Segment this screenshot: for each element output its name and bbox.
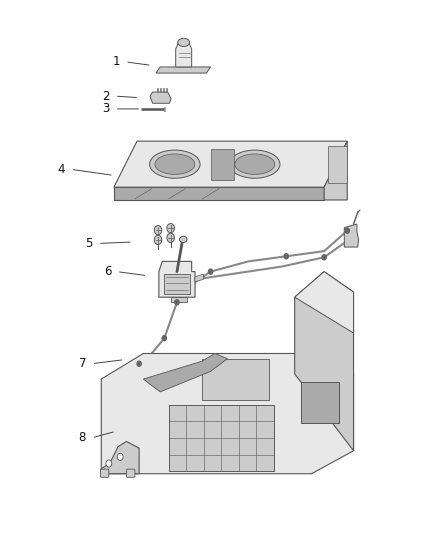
Text: 6: 6 xyxy=(104,265,111,278)
Polygon shape xyxy=(101,353,353,474)
Circle shape xyxy=(208,269,213,274)
Polygon shape xyxy=(328,146,347,183)
Polygon shape xyxy=(159,261,195,297)
Ellipse shape xyxy=(155,154,195,174)
Polygon shape xyxy=(164,274,190,294)
Circle shape xyxy=(167,223,174,233)
Polygon shape xyxy=(150,92,171,103)
Polygon shape xyxy=(295,272,353,333)
Text: 2: 2 xyxy=(102,90,109,103)
Polygon shape xyxy=(171,297,187,302)
Ellipse shape xyxy=(180,236,187,243)
Polygon shape xyxy=(114,141,347,187)
Circle shape xyxy=(167,233,174,243)
Polygon shape xyxy=(160,88,161,92)
Polygon shape xyxy=(162,88,164,92)
Polygon shape xyxy=(176,42,192,67)
Text: 8: 8 xyxy=(79,431,86,445)
Ellipse shape xyxy=(235,154,275,174)
Polygon shape xyxy=(169,405,274,471)
Circle shape xyxy=(106,460,112,467)
Circle shape xyxy=(322,255,326,260)
Text: 3: 3 xyxy=(102,102,109,116)
Polygon shape xyxy=(324,141,347,200)
Polygon shape xyxy=(166,88,167,92)
Polygon shape xyxy=(211,149,234,180)
Polygon shape xyxy=(301,382,339,423)
Polygon shape xyxy=(157,88,159,92)
Polygon shape xyxy=(295,272,353,451)
Circle shape xyxy=(284,254,288,259)
FancyBboxPatch shape xyxy=(100,469,109,478)
Circle shape xyxy=(345,228,350,233)
Polygon shape xyxy=(143,353,227,392)
Ellipse shape xyxy=(150,150,200,178)
Circle shape xyxy=(117,453,123,461)
Text: 5: 5 xyxy=(85,237,92,250)
Circle shape xyxy=(154,235,162,245)
Ellipse shape xyxy=(230,150,280,178)
Text: 4: 4 xyxy=(57,163,65,176)
Ellipse shape xyxy=(178,38,190,46)
Text: 7: 7 xyxy=(78,357,86,370)
Polygon shape xyxy=(202,359,269,400)
Polygon shape xyxy=(195,274,203,282)
Text: 1: 1 xyxy=(112,55,120,68)
Circle shape xyxy=(154,225,162,235)
Polygon shape xyxy=(101,441,139,474)
Polygon shape xyxy=(114,187,324,200)
Polygon shape xyxy=(156,67,211,73)
Circle shape xyxy=(162,336,166,341)
Circle shape xyxy=(137,361,141,366)
FancyBboxPatch shape xyxy=(127,469,135,478)
Polygon shape xyxy=(344,224,359,247)
Circle shape xyxy=(175,300,179,305)
